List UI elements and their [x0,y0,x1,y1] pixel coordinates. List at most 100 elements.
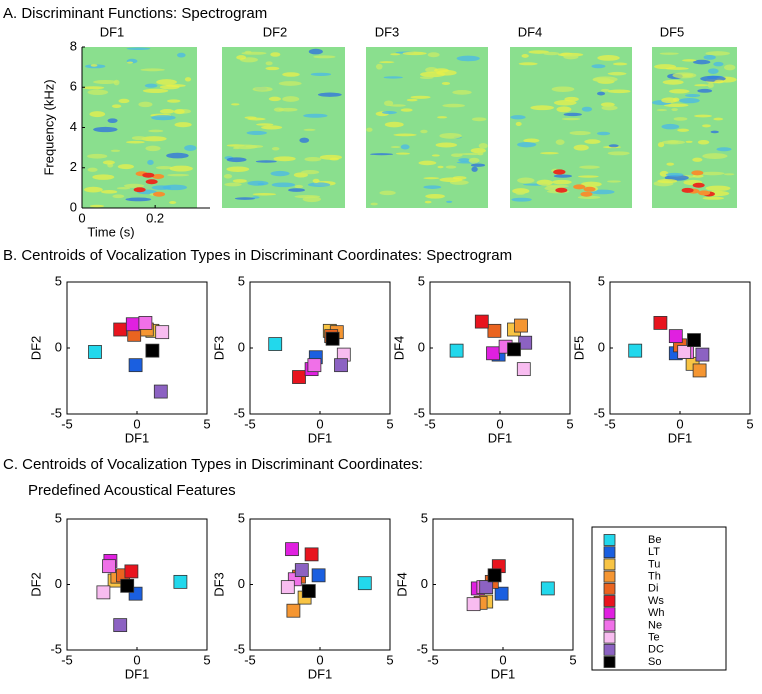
x-tick-label: 5 [203,652,210,667]
y-tick-label: 5 [421,510,428,525]
centroid-marker [692,363,707,378]
texture [573,184,586,190]
texture [665,172,684,177]
texture [423,177,440,180]
texture [116,187,131,190]
texture [288,188,305,192]
texture [255,160,277,163]
texture [424,200,432,204]
texture [167,99,181,103]
x-tick-label: 5 [203,416,210,431]
texture [395,152,410,155]
texture [169,201,177,204]
texture [147,159,154,165]
section-heading: C. Centroids of Vocalization Types in Di… [3,456,423,473]
centroid-marker [357,576,372,591]
texture [226,157,247,163]
texture [93,126,118,133]
centroid-marker [125,317,140,332]
y-tick-label: 6 [70,79,77,94]
centroid-marker [325,331,340,346]
legend-label: Wh [648,607,665,619]
x-axis-label: DF1 [488,430,513,445]
y-tick-label: 0 [418,339,425,354]
centroid-marker [286,603,301,618]
texture [714,79,725,84]
centroid-marker [145,343,160,358]
centroid-marker [153,384,168,399]
texture [702,196,725,200]
legend-swatch [603,534,616,546]
texture [702,153,728,159]
centroid-marker [96,585,111,600]
texture [152,173,165,179]
y-tick-label: 5 [238,510,245,525]
texture [669,89,690,94]
centroid-marker [155,325,170,340]
texture [555,187,568,193]
texture [232,179,247,183]
texture [252,86,273,92]
texture [437,116,448,119]
y-tick-label: 0 [55,339,62,354]
panel-title: DF3 [375,24,400,39]
texture [671,108,678,112]
texture [389,104,406,107]
y-tick-label: -5 [50,641,62,656]
texture [458,153,484,156]
texture [716,147,732,152]
texture [383,76,403,79]
texture [556,106,572,113]
texture [552,179,572,185]
texture [663,103,689,108]
texture [87,89,109,96]
texture [127,61,134,64]
texture [445,165,457,169]
texture [707,82,714,88]
texture [468,157,480,164]
texture [89,204,104,208]
texture [271,182,296,188]
texture [597,54,620,61]
centroid-marker [311,568,326,583]
texture [301,169,320,175]
texture [694,84,709,87]
texture [612,62,628,66]
texture [517,177,535,184]
texture [82,86,105,90]
texture [662,79,684,85]
legend-swatch [603,607,616,620]
texture [234,197,256,200]
texture [247,117,266,121]
texture [406,98,418,102]
centroid-marker [487,323,502,338]
texture [313,55,336,59]
texture [666,162,675,166]
texture [661,97,677,104]
texture [252,193,277,196]
x-axis-label: DF1 [308,666,333,681]
texture [153,191,166,197]
legend-label: LT [648,546,660,558]
texture [173,109,185,115]
texture [223,174,233,179]
texture [224,182,242,187]
texture [379,61,395,64]
texture [282,96,300,102]
texture [517,141,537,148]
centroid-marker [487,568,502,583]
legend-label: Ws [648,595,664,607]
panel-title: DF1 [100,24,125,39]
texture [596,131,611,136]
texture [543,51,560,56]
texture [697,88,713,93]
texture [523,138,540,143]
texture [442,103,465,108]
texture [425,66,438,73]
texture [580,181,602,187]
texture [431,154,440,157]
texture [384,121,404,128]
x-tick-label: -5 [424,416,436,431]
y-tick-label: -5 [233,405,245,420]
centroid-marker [516,362,531,377]
